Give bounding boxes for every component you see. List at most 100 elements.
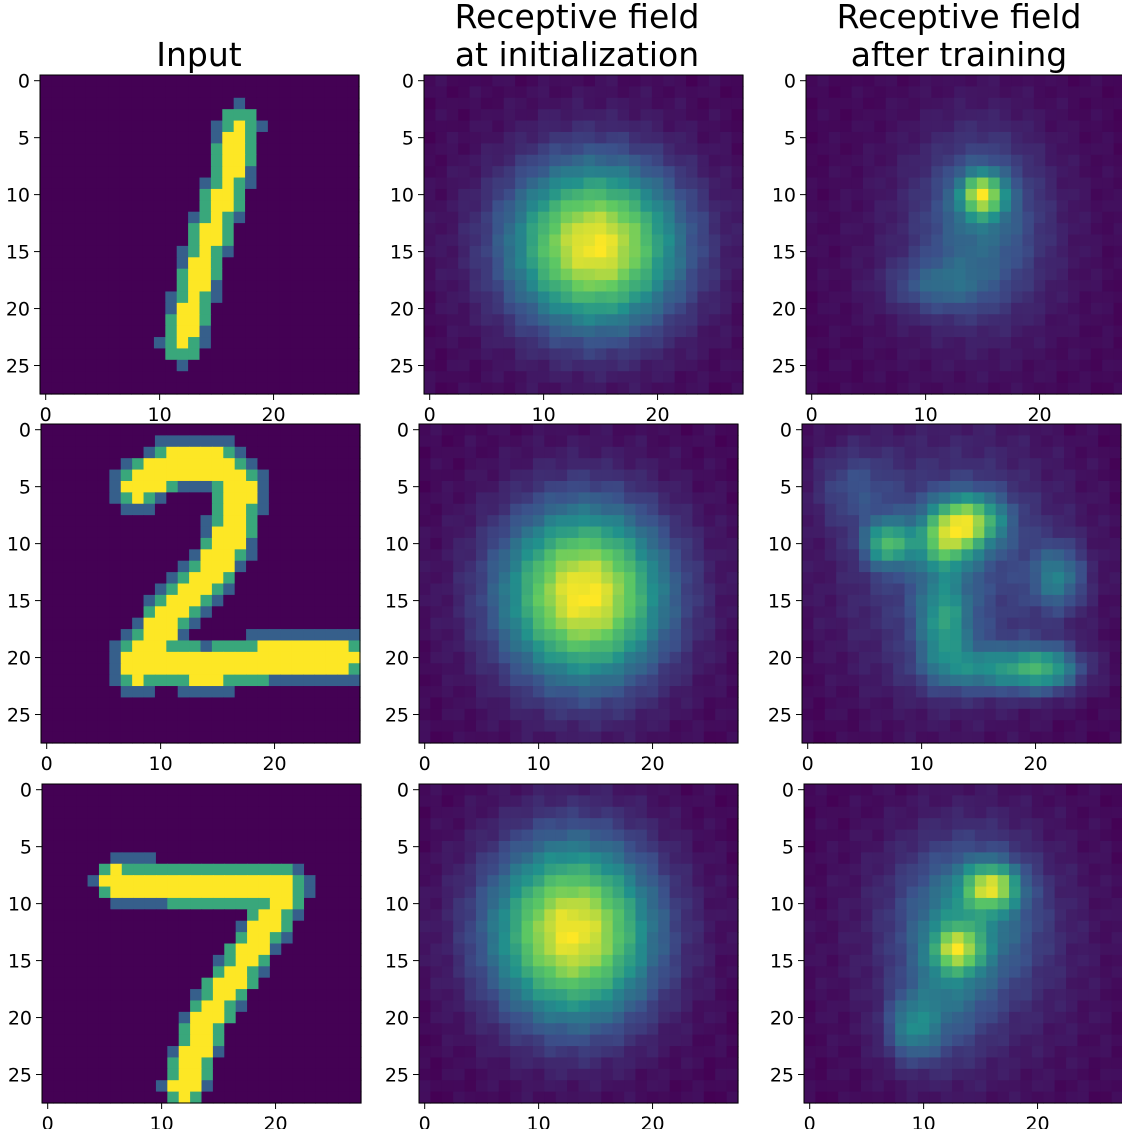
heatmap-cell [62,154,75,167]
heatmap-cell [881,480,894,493]
heatmap-cell [663,268,676,281]
heatmap-cell [120,424,133,436]
heatmap-cell [313,257,326,270]
heatmap-cell [291,651,304,664]
heatmap-cell [280,617,293,630]
heatmap-cell [802,731,814,744]
heatmap-cell [617,325,630,338]
heatmap-cell [336,75,349,87]
heatmap-cell [324,234,337,247]
heatmap-cell [453,446,466,459]
heatmap-cell [663,120,676,133]
heatmap-cell [976,166,989,179]
heatmap-cell [931,109,944,122]
heatmap-cell [131,200,144,213]
heatmap-cell [1102,154,1115,167]
heatmap-cell [897,75,910,87]
heatmap-cell [210,314,223,327]
heatmap-cell [629,234,642,247]
heatmap-cell [686,97,699,110]
heatmap-cell [1113,86,1122,99]
y-tick-label: 10 [7,534,31,556]
heatmap-cell [708,257,721,270]
heatmap-cell [1068,131,1081,144]
heatmap-cell [965,291,978,304]
heatmap-cell [874,348,887,361]
heatmap-cell [453,720,466,733]
heatmap-cell [720,200,733,213]
heatmap-cell [268,674,281,687]
heatmap-cell [153,86,166,99]
heatmap-cell [233,371,246,384]
heatmap-cell [908,268,921,281]
heatmap-cell [475,515,488,528]
heatmap-cell [1098,720,1111,733]
heatmap-cell [594,143,607,156]
heatmap-cell [303,594,316,607]
heatmap-cell [267,177,280,190]
heatmap-cell [1045,245,1058,258]
heatmap-cell [324,382,337,395]
heatmap-cell [233,234,246,247]
heatmap-cell [640,291,653,304]
heatmap-cell [942,314,955,327]
heatmap-cell [594,280,607,293]
heatmap-cell [52,686,65,699]
heatmap-cell [86,549,99,562]
heatmap-cell [132,651,145,664]
heatmap-cell [234,492,247,505]
heatmap-cell [646,651,659,664]
heatmap-cell [120,537,133,550]
heatmap-cell [583,223,596,236]
heatmap-cell [76,829,89,842]
heatmap-cell [885,177,898,190]
heatmap-cell [41,629,53,642]
heatmap-cell [703,503,716,516]
heatmap-cell [62,211,75,224]
heatmap-cell [658,674,671,687]
heatmap-cell [85,109,98,122]
heatmap-cell [257,697,270,710]
heatmap-cell [874,371,887,384]
heatmap-cell [325,560,338,573]
heatmap-cell [624,594,637,607]
heatmap-cell [624,435,637,448]
heatmap-cell [624,606,637,619]
heatmap-cell [606,75,619,87]
heatmap-cell [942,211,955,224]
heatmap-cell [475,560,488,573]
heatmap-cell [938,629,951,642]
heatmap-cell [840,200,853,213]
heatmap-cell [972,674,985,687]
heatmap-cell [681,503,694,516]
heatmap-cell [847,674,860,687]
heatmap-cell [840,131,853,144]
heatmap-cell [257,594,270,607]
heatmap-cell [291,424,304,436]
heatmap-cell [188,325,201,338]
heatmap-cell [200,480,213,493]
heatmap-cell [578,446,591,459]
heatmap-cell [268,469,281,482]
heatmap-cell [674,268,687,281]
heatmap-cell [200,503,213,516]
heatmap-cell [469,257,482,270]
heatmap-cell [177,458,190,471]
heatmap-cell [267,359,280,372]
heatmap-cell [851,143,864,156]
heatmap-cell [1068,268,1081,281]
heatmap-cell [663,223,676,236]
heatmap-cell [697,120,710,133]
heatmap-cell [521,526,534,539]
heatmap-cell [1075,549,1088,562]
heatmap-cell [1086,526,1099,539]
heatmap-cell [893,583,906,596]
heatmap-cell [469,109,482,122]
heatmap-cell [995,594,1008,607]
heatmap-cell [337,469,350,482]
heatmap-cell [1018,720,1031,733]
heatmap-cell [1007,629,1020,642]
heatmap-cell [424,166,436,179]
heatmap-cell [1007,446,1020,459]
heatmap-cell [555,674,568,687]
